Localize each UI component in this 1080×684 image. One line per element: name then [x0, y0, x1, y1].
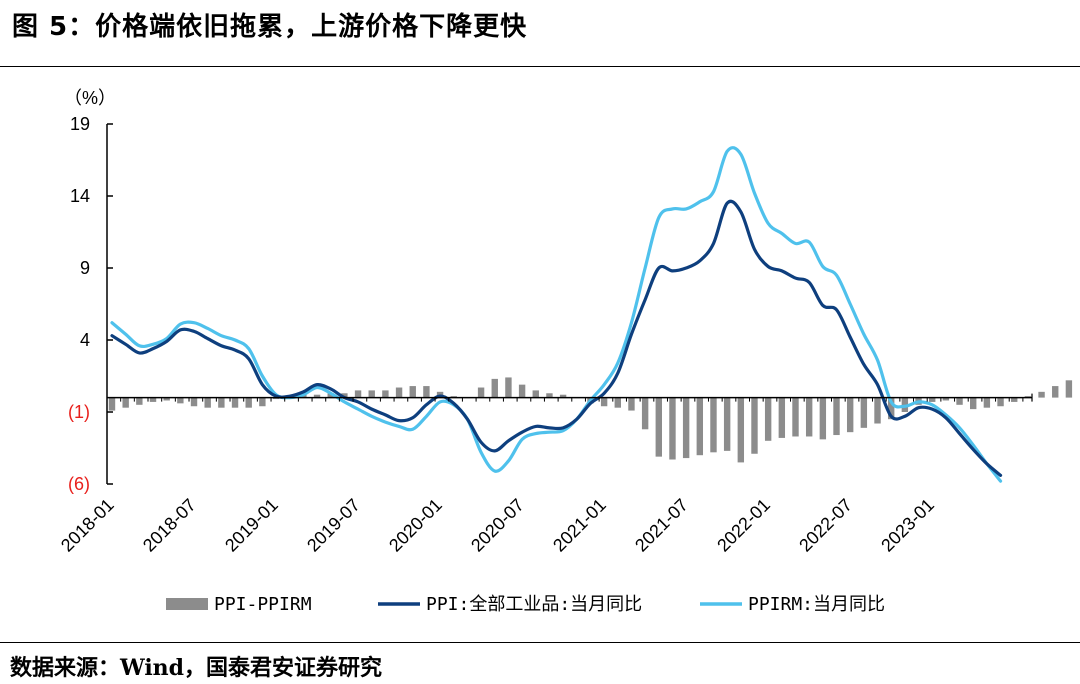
- x-tick-label: 2019-01: [221, 495, 282, 556]
- line-ppirm: [110, 146, 1003, 483]
- x-tick-label: 2021-07: [631, 495, 692, 556]
- bar-ppi-ppirm: [382, 390, 389, 398]
- bar-ppi-ppirm: [491, 378, 498, 398]
- x-tick-label: 2022-01: [713, 495, 774, 556]
- legend-label: PPIRM:当月同比: [748, 594, 885, 615]
- y-tick-label: 14: [70, 186, 90, 206]
- bar-ppi-ppirm: [860, 397, 868, 428]
- legend-label: PPI-PPIRM: [214, 594, 312, 615]
- bar-ppi-ppirm: [122, 397, 129, 408]
- bar-ppi-ppirm: [983, 397, 991, 408]
- bar-ppi-ppirm: [764, 397, 772, 441]
- x-tick-label: 2023-01: [877, 495, 938, 556]
- y-tick-label: (1): [68, 402, 90, 422]
- bar-ppi-ppirm: [409, 386, 416, 398]
- legend: PPI-PPIRM PPI:全部工业品:当月同比 PPIRM:当月同比: [166, 594, 885, 615]
- bar-ppi-ppirm: [327, 393, 334, 398]
- bar-ppi-ppirm: [723, 397, 731, 451]
- bar-ppi-ppirm: [477, 387, 485, 398]
- bar-ppi-ppirm: [682, 397, 690, 459]
- bar-ppi-ppirm: [190, 397, 198, 407]
- x-tick-label: 2019-07: [303, 495, 364, 556]
- y-axis-unit-label: （%）: [64, 88, 116, 108]
- x-tick-label: 2021-01: [549, 495, 610, 556]
- x-tick-label: 2018-01: [57, 495, 118, 556]
- bar-ppi-ppirm: [546, 393, 553, 398]
- bar-ppi-ppirm: [628, 397, 635, 411]
- bar-ppi-ppirm: [1052, 386, 1059, 398]
- y-tick-label: (6): [68, 474, 90, 494]
- source-note: 数据来源：Wind，国泰君安证券研究: [10, 655, 383, 681]
- bottom-rule: [0, 642, 1080, 643]
- bar-ppi-ppirm: [641, 397, 649, 430]
- bar-ppi-ppirm: [423, 386, 430, 398]
- bar-ppi-ppirm: [600, 397, 608, 407]
- bar-ppi-ppirm: [136, 397, 143, 405]
- y-ticks: 19 14 9 4 (1) (6): [68, 114, 113, 494]
- bar-ppi-ppirm: [204, 397, 211, 408]
- bar-ppi-ppirm: [1038, 391, 1045, 398]
- bar-ppi-ppirm: [833, 397, 840, 436]
- bar-ppi-ppirm: [1011, 397, 1018, 402]
- x-tick-label: 2018-07: [139, 495, 200, 556]
- bar-ppi-ppirm: [655, 397, 662, 457]
- bar-ppi-ppirm: [942, 397, 950, 401]
- line-series: [110, 146, 1003, 483]
- bar-ppi-ppirm: [231, 397, 239, 408]
- bar-ppi-ppirm: [218, 397, 225, 408]
- bar-ppi-ppirm: [1065, 380, 1073, 398]
- bar-ppi-ppirm: [313, 394, 321, 398]
- y-tick-label: 4: [80, 330, 90, 350]
- bar-ppi-ppirm: [245, 397, 252, 408]
- bar-ppi-ppirm: [997, 397, 1004, 407]
- legend-label: PPI:全部工业品:当月同比: [426, 594, 642, 615]
- bar-ppi-ppirm: [614, 397, 621, 408]
- bar-ppi-ppirm: [108, 397, 116, 411]
- bar-series: [108, 377, 1073, 463]
- bar-ppi-ppirm: [518, 384, 526, 398]
- y-tick-label: 19: [70, 114, 90, 134]
- bar-ppi-ppirm: [929, 397, 936, 402]
- bar-ppi-ppirm: [259, 397, 266, 407]
- x-tick-label: 2020-01: [385, 495, 446, 556]
- bar-ppi-ppirm: [805, 397, 813, 437]
- top-rule: [0, 66, 1080, 67]
- bar-ppi-ppirm: [368, 390, 375, 398]
- bar-ppi-ppirm: [819, 397, 827, 440]
- figure-title: 图 5：价格端依旧拖累，上游价格下降更快: [12, 12, 528, 42]
- bar-ppi-ppirm: [395, 387, 403, 398]
- bar-ppi-ppirm: [792, 397, 799, 437]
- axes: （%）: [64, 88, 1032, 484]
- bar-ppi-ppirm: [696, 397, 704, 456]
- bar-ppi-ppirm: [669, 397, 676, 460]
- legend-item-ppi: PPI:全部工业品:当月同比: [378, 594, 642, 615]
- bar-ppi-ppirm: [956, 397, 963, 405]
- bar-ppi-ppirm: [532, 390, 539, 398]
- bar-ppi-ppirm: [751, 397, 758, 454]
- bar-ppi-ppirm: [846, 397, 854, 433]
- bar-ppi-ppirm: [559, 394, 567, 398]
- y-tick-label: 9: [80, 258, 90, 278]
- bar-ppi-ppirm: [505, 377, 512, 398]
- bar-ppi-ppirm: [737, 397, 745, 463]
- x-tick-label: 2022-07: [795, 495, 856, 556]
- line-ppi: [110, 199, 1003, 477]
- bar-ppi-ppirm: [177, 397, 184, 404]
- bar-ppi-ppirm: [163, 397, 170, 401]
- x-ticks: 2018-01 2018-07 2019-01 2019-07 2020-01 2020-…: [57, 393, 1033, 556]
- legend-item-ppi-ppirm: PPI-PPIRM: [166, 594, 312, 615]
- bar-ppi-ppirm: [149, 397, 157, 402]
- bar-ppi-ppirm: [970, 397, 977, 410]
- bar-ppi-ppirm: [710, 397, 717, 453]
- legend-swatch: [166, 598, 208, 610]
- legend-item-ppirm: PPIRM:当月同比: [700, 594, 885, 615]
- bar-ppi-ppirm: [874, 397, 881, 424]
- bar-ppi-ppirm: [778, 397, 786, 438]
- bar-ppi-ppirm: [887, 397, 895, 420]
- x-tick-label: 2020-07: [467, 495, 528, 556]
- bar-ppi-ppirm: [354, 390, 362, 398]
- bar-ppi-ppirm: [341, 393, 348, 398]
